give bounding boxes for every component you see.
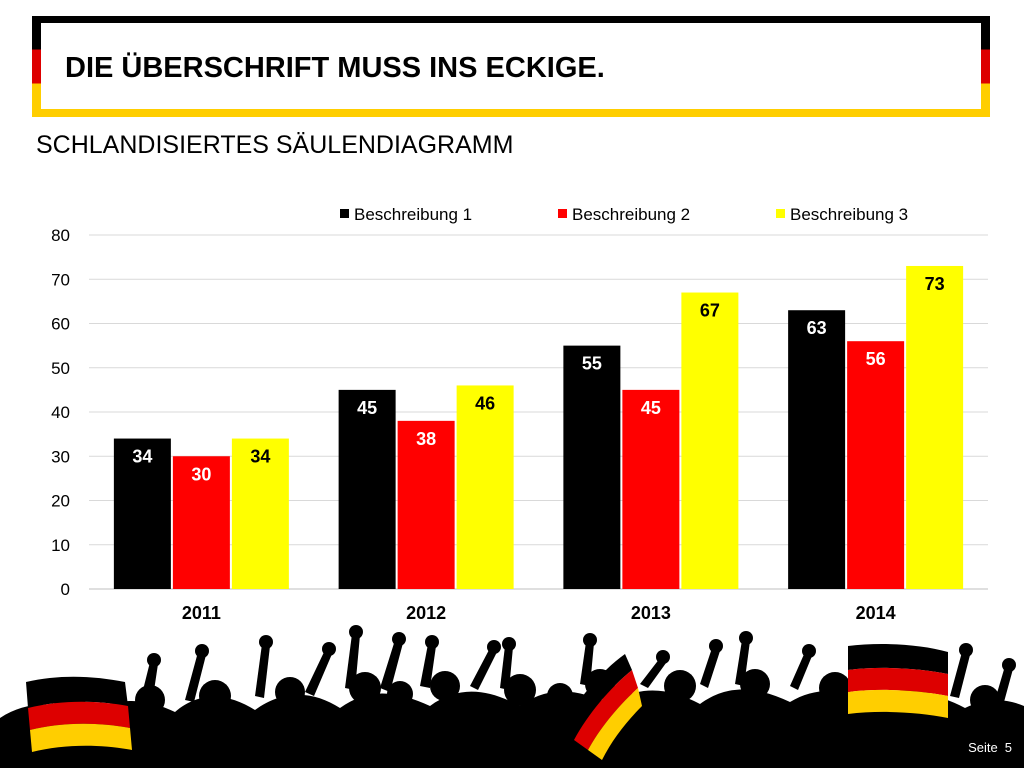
bar (622, 389, 680, 589)
title-box (41, 23, 981, 109)
y-tick-label: 50 (51, 359, 70, 378)
data-label: 45 (357, 398, 377, 418)
data-label: 56 (866, 349, 886, 369)
x-tick-label: 2014 (856, 603, 896, 620)
right-flag-icon (848, 644, 948, 718)
x-tick-label: 2012 (406, 603, 446, 620)
y-tick-label: 30 (51, 447, 70, 466)
page-number: 5 (1004, 740, 1012, 755)
data-label: 45 (641, 398, 661, 418)
data-label: 34 (132, 447, 152, 467)
footer-label: Seite (968, 740, 998, 755)
data-label: 67 (700, 301, 720, 321)
middle-flag-icon (560, 654, 642, 760)
slide-title: DIE ÜBERSCHRIFT MUSS INS ECKIGE. (65, 52, 605, 84)
column-chart: 0 10 20 30 40 50 60 70 80 34 30 34 2011 45 38 46 2012 55 4… (51, 205, 988, 620)
legend-swatch (340, 209, 349, 218)
y-tick-label: 80 (51, 226, 70, 245)
data-label: 46 (475, 393, 495, 413)
y-tick-label: 70 (51, 270, 70, 289)
legend-swatch (558, 209, 567, 218)
x-tick-label: 2011 (182, 603, 221, 620)
bar (681, 292, 739, 589)
y-tick-label: 60 (51, 315, 70, 334)
data-label: 38 (416, 429, 436, 449)
legend-label: Beschreibung 2 (572, 205, 690, 224)
y-tick-label: 10 (51, 536, 70, 555)
bar (847, 341, 905, 589)
left-flag-icon (26, 676, 132, 752)
y-tick-label: 0 (61, 580, 70, 599)
y-tick-label: 40 (51, 403, 70, 422)
y-tick-label: 20 (51, 492, 70, 511)
bar (906, 265, 964, 589)
slide-subtitle: SCHLANDISIERTES SÄULENDIAGRAMM (36, 131, 514, 159)
bar (563, 345, 621, 589)
page-footer: Seite 5 (968, 740, 1012, 755)
x-tick-label: 2013 (631, 603, 671, 620)
data-label: 30 (191, 464, 211, 484)
data-label: 73 (925, 274, 945, 294)
bar (788, 310, 846, 589)
legend-label: Beschreibung 3 (790, 205, 908, 224)
data-label: 63 (807, 318, 827, 338)
bar (231, 438, 289, 589)
bar (113, 438, 171, 589)
data-label: 55 (582, 354, 602, 374)
cheering-crowd-image (0, 625, 1024, 768)
data-label: 34 (250, 447, 270, 467)
bar (397, 420, 455, 589)
bar (172, 456, 230, 589)
bar (338, 389, 396, 589)
legend-swatch (776, 209, 785, 218)
legend-label: Beschreibung 1 (354, 205, 472, 224)
bar (456, 385, 514, 589)
